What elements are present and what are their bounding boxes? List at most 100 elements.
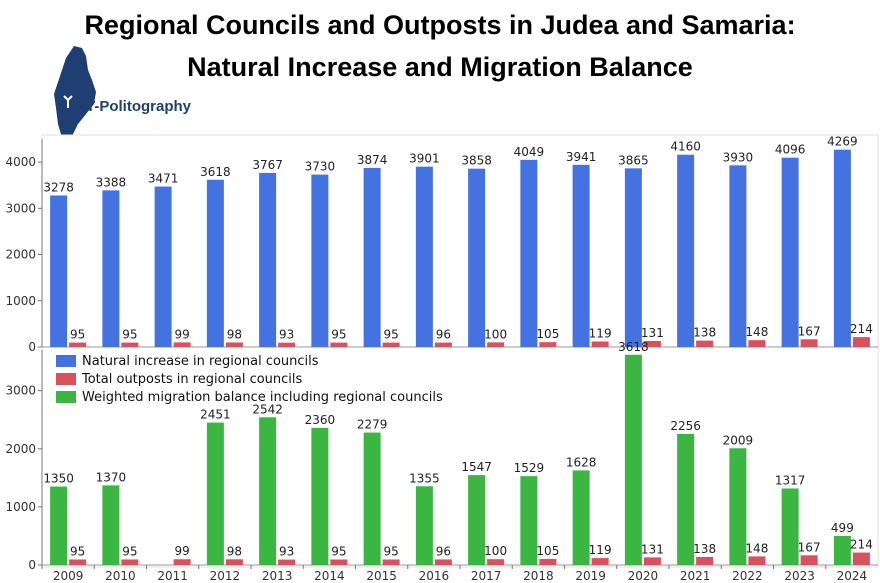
legend-swatch-natural	[56, 355, 76, 367]
data-label-migration-2015: 2279	[357, 418, 388, 432]
y-tick-label: 2000	[5, 442, 36, 456]
data-label-outposts-2011: 99	[174, 544, 189, 558]
data-label-outposts-2009: 95	[70, 544, 85, 558]
data-label-migration-2014: 2360	[305, 413, 336, 427]
x-tick-label-2021: 2021	[680, 569, 711, 583]
bar-natural-2019	[572, 164, 590, 347]
legend-item-natural: Natural increase in regional councils	[56, 352, 443, 370]
data-label-natural-2012: 3618	[200, 165, 231, 179]
bar-outposts-2023	[800, 555, 818, 565]
legend-item-outposts: Total outposts in regional councils	[56, 370, 443, 388]
data-label-natural-2018: 4049	[514, 145, 545, 159]
bar-outposts-2018	[539, 342, 557, 347]
bar-migration-2010	[102, 485, 120, 565]
x-tick-label-2013: 2013	[262, 569, 293, 583]
legend: Natural increase in regional councils To…	[56, 352, 443, 406]
data-label-outposts-2018: 105	[536, 544, 559, 558]
data-label-outposts-2018: 105	[536, 327, 559, 341]
bar-migration-2012	[206, 422, 224, 565]
bar-natural-2014	[311, 174, 329, 347]
bar-migration-2013	[259, 417, 277, 565]
bar-outposts-2020	[643, 557, 661, 565]
bar-natural-2020	[624, 168, 642, 347]
data-label-natural-2010: 3388	[96, 175, 127, 189]
x-tick-label-2012: 2012	[210, 569, 241, 583]
x-tick-label-2009: 2009	[53, 569, 84, 583]
bar-outposts-2014	[330, 559, 348, 565]
y-tick-label: 3000	[5, 201, 36, 215]
bar-outposts-2015	[382, 342, 400, 347]
data-label-outposts-2020: 131	[641, 542, 664, 556]
bar-natural-2010	[102, 190, 120, 347]
data-label-migration-2017: 1547	[461, 460, 492, 474]
bar-outposts-2012	[225, 559, 243, 565]
y-tick-label: 3000	[5, 384, 36, 398]
data-label-migration-2016: 1355	[409, 471, 440, 485]
bar-outposts-2016	[434, 342, 452, 347]
y-tick-label: 1000	[5, 500, 36, 514]
y-tick-label: 4000	[5, 155, 36, 169]
x-tick-label-2023: 2023	[784, 569, 815, 583]
x-tick-label-2015: 2015	[366, 569, 397, 583]
data-label-migration-2022: 2009	[723, 433, 754, 447]
bar-migration-2016	[415, 486, 433, 565]
bar-migration-2018	[520, 476, 538, 565]
bar-outposts-2022	[748, 340, 766, 347]
data-label-natural-2014: 3730	[305, 160, 336, 174]
data-label-natural-2015: 3874	[357, 153, 388, 167]
bar-outposts-2015	[382, 559, 400, 565]
bar-outposts-2013	[278, 342, 296, 347]
bar-natural-2012	[206, 179, 224, 347]
bar-migration-2023	[781, 488, 799, 565]
legend-label-migration: Weighted migration balance including reg…	[82, 389, 443, 405]
data-label-natural-2020: 3865	[618, 153, 649, 167]
bar-outposts-2021	[696, 556, 714, 565]
bar-outposts-2010	[121, 342, 139, 347]
bar-outposts-2022	[748, 556, 766, 565]
data-label-outposts-2024: 214	[850, 538, 873, 552]
data-label-outposts-2022: 148	[745, 325, 768, 339]
legend-label-outposts: Total outposts in regional councils	[82, 371, 303, 387]
data-label-outposts-2022: 148	[745, 541, 768, 555]
y-tick-label: 2000	[5, 248, 36, 262]
data-label-natural-2011: 3471	[148, 172, 179, 186]
bar-migration-2019	[572, 470, 590, 565]
bar-natural-2021	[677, 154, 695, 347]
logo-text: T-Politography	[86, 98, 191, 115]
bar-natural-2024	[833, 149, 851, 347]
data-label-outposts-2015: 95	[383, 544, 398, 558]
data-label-migration-2021: 2256	[670, 419, 701, 433]
bar-outposts-2019	[591, 341, 609, 347]
bar-outposts-2018	[539, 558, 557, 565]
data-label-outposts-2021: 138	[693, 326, 716, 340]
data-label-natural-2021: 4160	[670, 140, 701, 154]
x-tick-label-2014: 2014	[314, 569, 345, 583]
bar-outposts-2017	[487, 559, 505, 565]
y-tick-label: 0	[28, 340, 36, 354]
data-label-outposts-2013: 93	[279, 328, 294, 342]
bar-natural-2011	[154, 186, 172, 347]
data-label-migration-2019: 1628	[566, 455, 597, 469]
data-label-natural-2016: 3901	[409, 152, 440, 166]
bar-outposts-2009	[69, 559, 87, 565]
bar-outposts-2014	[330, 342, 348, 347]
bar-migration-2009	[50, 486, 68, 565]
bar-natural-2015	[363, 167, 381, 347]
data-label-outposts-2021: 138	[693, 542, 716, 556]
bar-migration-2021	[677, 433, 695, 565]
data-label-migration-2012: 2451	[200, 408, 231, 422]
bar-migration-2022	[729, 448, 747, 565]
data-label-outposts-2019: 119	[589, 543, 612, 557]
data-label-outposts-2010: 95	[122, 328, 137, 342]
bar-outposts-2019	[591, 558, 609, 565]
data-label-outposts-2009: 95	[70, 328, 85, 342]
x-tick-label-2019: 2019	[575, 569, 606, 583]
bar-migration-2020	[624, 354, 642, 565]
bar-outposts-2011	[173, 342, 191, 347]
data-label-migration-2009: 1350	[43, 472, 74, 486]
data-label-natural-2022: 3930	[723, 150, 754, 164]
bar-natural-2016	[415, 166, 433, 347]
data-label-outposts-2011: 99	[174, 327, 189, 341]
bar-migration-2015	[363, 432, 381, 565]
